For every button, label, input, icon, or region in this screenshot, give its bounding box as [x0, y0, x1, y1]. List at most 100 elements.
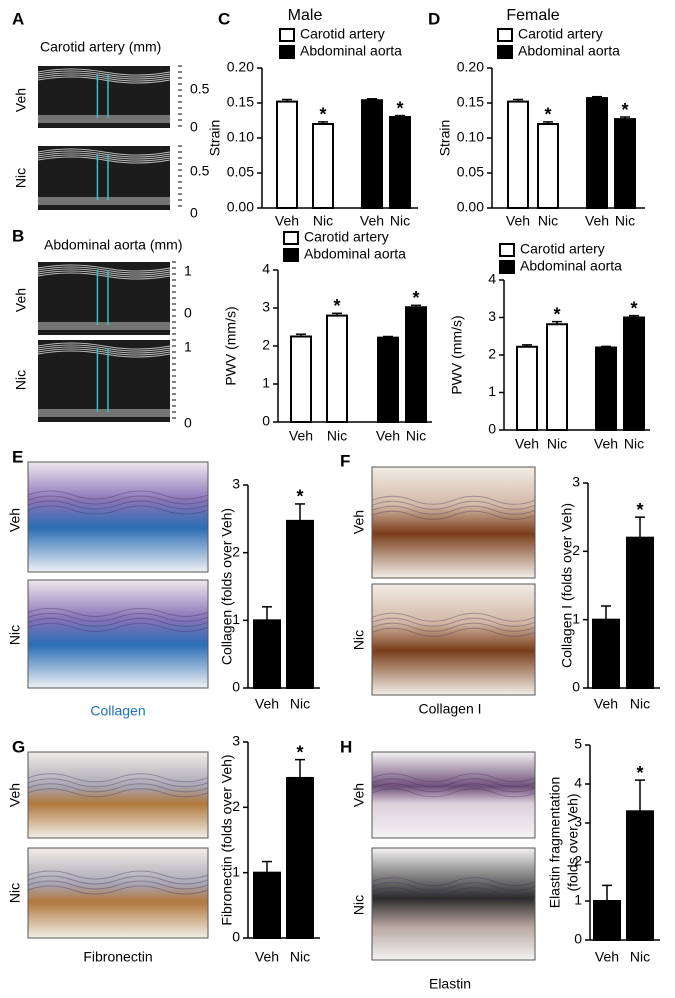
- significance-star: *: [636, 763, 643, 783]
- bar: [626, 536, 654, 690]
- x-tick-label: Veh: [360, 213, 384, 229]
- y-tick-label: 1: [232, 611, 240, 627]
- y-tick-label: 4: [574, 775, 582, 791]
- x-tick-label: Veh: [255, 696, 279, 712]
- significance-star: *: [296, 487, 303, 507]
- vessel-wall: [37, 348, 171, 356]
- y-tick-label: 4: [488, 271, 496, 287]
- significance-star: *: [333, 296, 340, 316]
- y-tick-label: 1: [572, 610, 580, 626]
- x-tick-label: Veh: [275, 213, 299, 229]
- panel-letter: G: [12, 737, 25, 756]
- tissue-fiber: [27, 495, 209, 505]
- tissue-fiber: [371, 510, 536, 520]
- y-tick-label: 0: [488, 421, 496, 437]
- vessel-wall: [37, 154, 171, 162]
- scale-label: 1: [184, 263, 192, 279]
- y-tick-label: 0: [232, 679, 240, 695]
- y-axis-label: Strain: [207, 120, 223, 157]
- panel-letter: A: [12, 9, 24, 28]
- bar: [405, 306, 427, 423]
- y-tick-label: 0.20: [227, 59, 254, 75]
- row-label: Nic: [351, 895, 367, 915]
- y-axis-label: PWV (mm/s): [223, 306, 239, 385]
- y-axis-label: PWV (mm/s): [449, 315, 465, 394]
- tissue-fiber: [27, 622, 209, 632]
- scale-label: 0.5: [190, 163, 210, 179]
- y-tick-label: 3: [232, 733, 240, 749]
- tissue-fiber: [371, 887, 536, 897]
- tissue-fiber: [371, 788, 536, 798]
- x-tick-label: Nic: [390, 213, 410, 229]
- legend-label: Carotid artery: [300, 26, 385, 42]
- x-tick-label: Veh: [376, 428, 400, 444]
- x-tick-label: Nic: [290, 949, 310, 965]
- x-tick-label: Veh: [585, 213, 609, 229]
- bar: [253, 619, 281, 689]
- tissue-fiber: [27, 773, 209, 783]
- row-label: Veh: [13, 88, 29, 112]
- legend-label: Carotid artery: [520, 241, 605, 257]
- y-tick-label: 3: [572, 474, 580, 490]
- bar: [253, 871, 281, 940]
- y-axis-label: Strain: [437, 120, 453, 157]
- y-tick-label: 1: [488, 383, 496, 399]
- tissue-fiber: [371, 505, 536, 515]
- vessel-wall: [37, 266, 171, 274]
- y-axis-label: Collagen (folds over Veh): [219, 508, 235, 665]
- vessel-wall: [37, 264, 171, 272]
- panel-title: Abdominal aorta (mm): [44, 237, 183, 253]
- vessel-wall: [37, 270, 171, 278]
- tissue-fiber: [371, 783, 536, 793]
- row-label: Veh: [13, 288, 29, 312]
- bar: [290, 335, 312, 423]
- scale-label: 1: [184, 339, 192, 355]
- x-tick-label: Veh: [255, 949, 279, 965]
- chart-title: Female: [506, 7, 559, 24]
- panel-letter: F: [340, 451, 350, 470]
- panel-letter: D: [428, 9, 440, 28]
- vessel-wall: [37, 156, 171, 164]
- tissue-fiber: [371, 500, 536, 510]
- y-axis-label: Collagen I (folds over Veh): [559, 503, 575, 668]
- bar: [286, 519, 314, 690]
- significance-star: *: [553, 304, 560, 324]
- panel-caption: Collagen I: [418, 701, 481, 717]
- y-tick-label: 3: [262, 299, 270, 315]
- bar: [377, 336, 399, 424]
- tissue-fiber: [27, 875, 209, 885]
- legend-label: Carotid artery: [518, 26, 603, 42]
- y-tick-label: 0.00: [457, 199, 484, 215]
- y-tick-label: 3: [574, 814, 582, 830]
- bar: [595, 346, 617, 431]
- tissue-fiber: [371, 773, 536, 783]
- bar: [516, 345, 538, 431]
- scale-label: 0.5: [190, 81, 210, 97]
- legend-swatch: [499, 243, 515, 257]
- vessel-wall: [37, 344, 171, 352]
- y-tick-label: 2: [488, 346, 496, 362]
- tissue-fiber: [27, 505, 209, 515]
- x-tick-label: Nic: [313, 213, 333, 229]
- y-tick-label: 0.05: [457, 164, 484, 180]
- legend-label: Abdominal aorta: [304, 246, 406, 262]
- scale-label: 0: [184, 305, 192, 321]
- x-tick-label: Nic: [615, 213, 635, 229]
- bar: [286, 776, 314, 940]
- histology-image: [27, 847, 209, 939]
- bar: [586, 97, 608, 209]
- y-tick-label: 1: [262, 375, 270, 391]
- legend-label: Carotid artery: [304, 229, 389, 245]
- significance-star: *: [396, 98, 403, 118]
- legend-label: Abdominal aorta: [300, 43, 402, 59]
- vessel-wall: [37, 150, 171, 158]
- vessel-wall: [37, 148, 171, 156]
- y-tick-label: 0: [574, 931, 582, 947]
- vessel-wall: [37, 350, 171, 358]
- histology-image: [371, 466, 536, 579]
- vessel-wall: [37, 74, 171, 82]
- y-tick-label: 3: [488, 308, 496, 324]
- tissue-fiber: [371, 627, 536, 637]
- x-tick-label: Nic: [624, 436, 644, 452]
- histology-image: [27, 461, 209, 573]
